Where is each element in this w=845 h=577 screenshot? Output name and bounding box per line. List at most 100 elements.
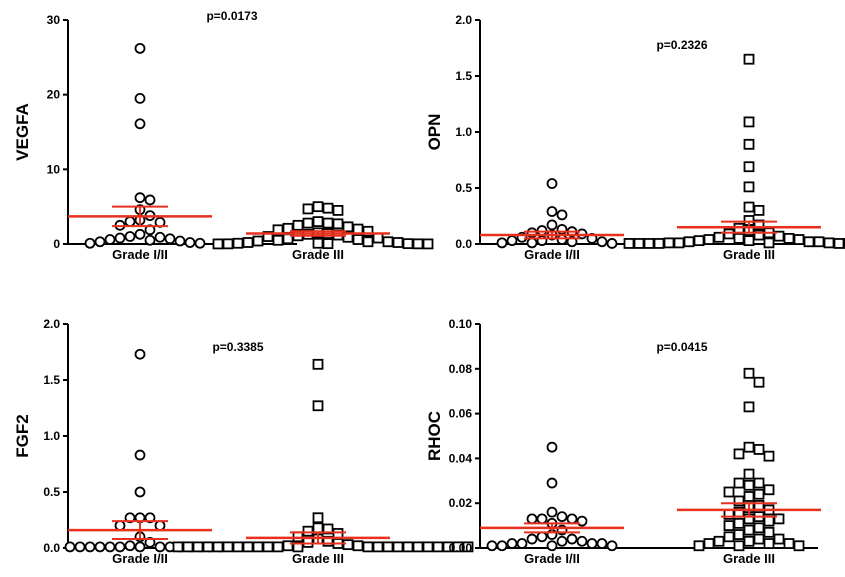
- y-tick-label: 0.04: [449, 451, 473, 465]
- p-value-annotation: p=0.0173: [206, 9, 257, 23]
- data-point-square: [452, 541, 464, 553]
- data-point-circle: [556, 511, 568, 523]
- y-tick-label: 0.08: [449, 362, 473, 376]
- y-tick-label: 0: [53, 237, 60, 251]
- data-point-circle: [496, 237, 508, 249]
- data-point-circle: [596, 538, 608, 549]
- data-point-square: [763, 526, 775, 538]
- data-point-square: [312, 216, 324, 228]
- data-point-square: [733, 517, 745, 529]
- data-point-square: [232, 541, 244, 553]
- data-point-circle: [114, 232, 126, 244]
- data-point-square: [352, 540, 364, 552]
- data-point-circle: [586, 538, 598, 549]
- category-label: Grade I/II: [112, 247, 168, 262]
- data-point-square: [663, 237, 675, 249]
- data-point-circle: [546, 219, 558, 231]
- y-tick-label: 0.5: [43, 485, 60, 499]
- data-point-square: [733, 477, 745, 489]
- data-point-square: [743, 401, 755, 413]
- data-point-square: [382, 236, 394, 248]
- data-point-square: [262, 231, 274, 242]
- data-point-square: [753, 488, 765, 500]
- data-point-circle: [556, 209, 568, 221]
- data-point-circle: [496, 540, 508, 552]
- data-point-square: [763, 515, 775, 527]
- data-point-square: [382, 541, 394, 553]
- data-point-circle: [164, 233, 176, 245]
- data-point-square: [212, 238, 224, 250]
- data-point-square: [392, 237, 404, 248]
- data-point-circle: [134, 192, 146, 204]
- y-tick-label: 0.00: [449, 541, 473, 555]
- data-point-square: [302, 537, 314, 548]
- data-point-square: [322, 523, 334, 535]
- data-point-square: [743, 181, 755, 193]
- y-tick-label: 30: [47, 13, 61, 27]
- data-point-square: [362, 541, 374, 553]
- y-axis-label: FGF2: [13, 414, 32, 457]
- data-point-square: [322, 202, 334, 214]
- data-point-square: [302, 525, 314, 537]
- data-point-square: [763, 538, 775, 549]
- category-label: Grade I/II: [112, 551, 168, 566]
- y-tick-label: 0.0: [43, 541, 60, 555]
- data-point-square: [753, 229, 765, 241]
- y-tick-label: 2.0: [455, 13, 472, 27]
- y-tick-label: 1.5: [455, 69, 472, 83]
- data-point-square: [743, 468, 755, 480]
- data-point-circle: [546, 540, 558, 552]
- data-point-square: [362, 236, 374, 248]
- data-point-circle: [486, 540, 498, 552]
- data-point-circle: [124, 512, 136, 524]
- data-point-circle: [566, 533, 578, 545]
- y-tick-label: 1.0: [43, 429, 60, 443]
- data-point-circle: [536, 531, 548, 543]
- data-point-square: [302, 203, 314, 215]
- data-point-circle: [576, 535, 588, 547]
- data-point-circle: [536, 225, 548, 236]
- data-point-square: [743, 161, 755, 173]
- data-point-circle: [506, 538, 518, 549]
- y-tick-label: 1.0: [455, 125, 472, 139]
- category-label: Grade I/II: [524, 247, 580, 262]
- y-axis-label: OPN: [425, 114, 444, 151]
- data-point-square: [733, 232, 745, 244]
- data-point-square: [683, 236, 695, 248]
- data-point-circle: [104, 234, 116, 245]
- category-label: Grade III: [723, 551, 775, 566]
- data-point-circle: [114, 520, 126, 531]
- data-point-square: [402, 541, 414, 553]
- category-label: Grade I/II: [524, 551, 580, 566]
- y-tick-label: 0.02: [449, 496, 473, 510]
- data-point-circle: [124, 216, 136, 228]
- data-point-square: [723, 520, 735, 531]
- data-point-square: [723, 486, 735, 498]
- data-point-square: [222, 541, 234, 553]
- data-point-square: [312, 237, 324, 249]
- data-point-circle: [144, 512, 156, 524]
- data-point-square: [743, 441, 755, 453]
- data-point-square: [312, 400, 324, 412]
- data-point-square: [292, 219, 304, 231]
- y-axis-label: RHOC: [425, 411, 444, 461]
- data-point-circle: [64, 541, 76, 553]
- data-point-square: [743, 53, 755, 65]
- data-point-square: [312, 522, 324, 534]
- data-point-square: [412, 541, 424, 553]
- data-point-square: [272, 541, 284, 553]
- data-point-square: [372, 232, 384, 244]
- data-point-square: [773, 230, 785, 242]
- p-value-annotation: p=0.2326: [656, 38, 707, 52]
- data-point-circle: [606, 238, 618, 249]
- data-point-square: [763, 484, 775, 496]
- data-point-circle: [124, 231, 136, 242]
- data-point-square: [753, 477, 765, 489]
- category-label: Grade III: [292, 551, 344, 566]
- data-point-square: [422, 541, 434, 553]
- data-point-circle: [566, 513, 578, 525]
- data-point-square: [833, 238, 845, 249]
- data-point-circle: [154, 520, 166, 531]
- data-point-square: [813, 236, 825, 248]
